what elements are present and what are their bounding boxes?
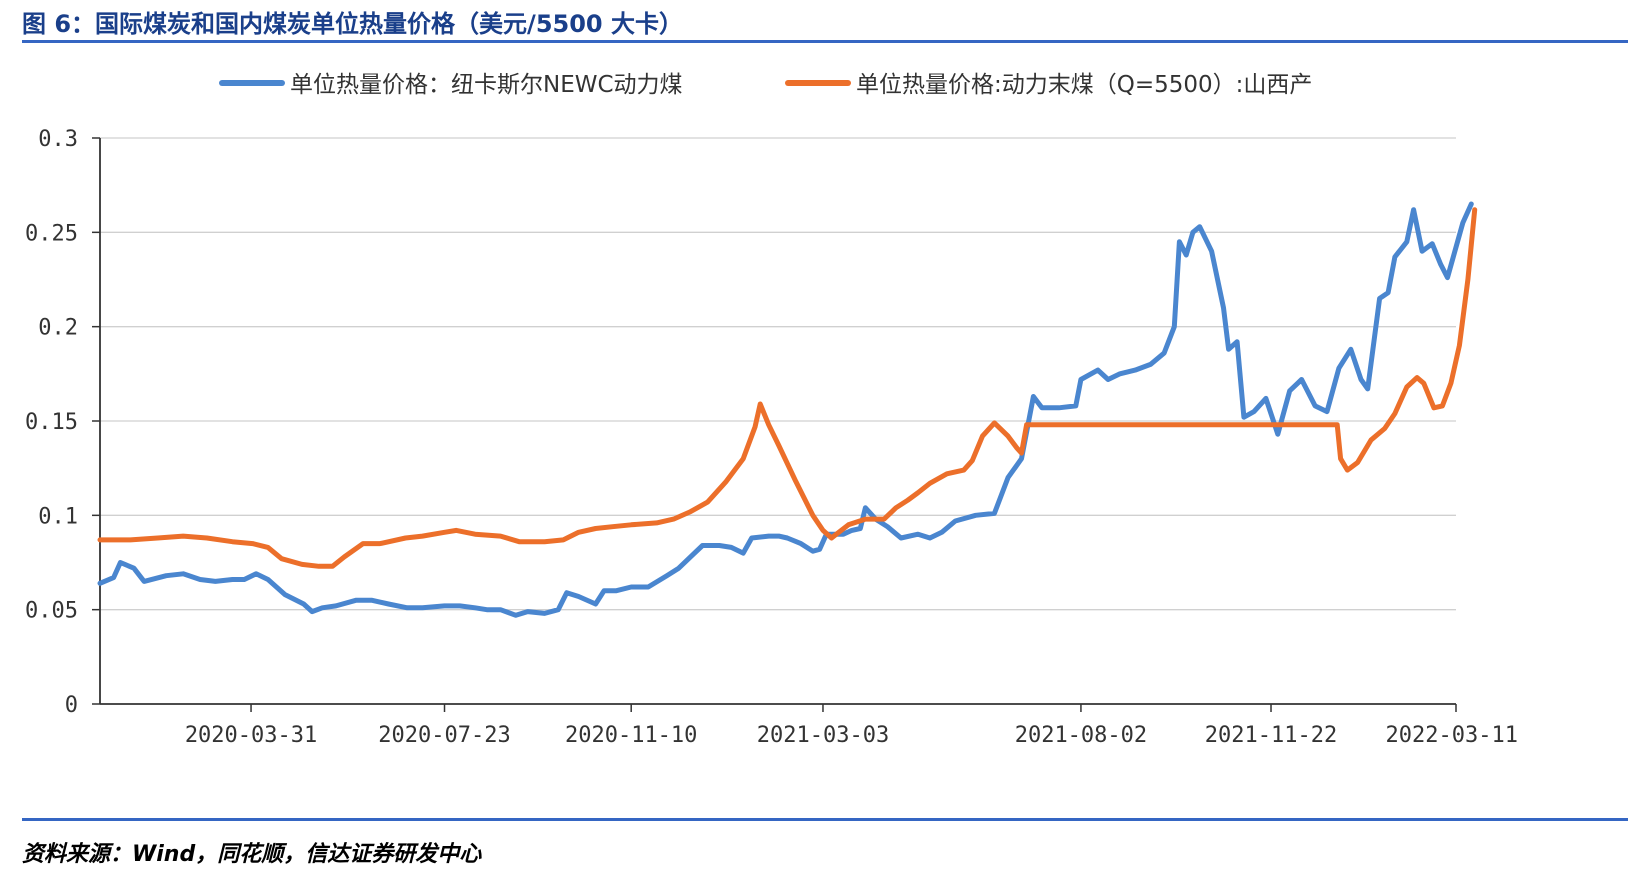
source-rule — [22, 818, 1628, 821]
axes — [92, 137, 1457, 712]
x-tick-label: 2020-07-23 — [378, 723, 510, 748]
grid-lines — [100, 137, 1456, 611]
title-rule — [22, 40, 1628, 43]
y-axis-ticks: 0 0.05 0.1 0.15 0.2 0.25 0.3 — [25, 127, 78, 718]
y-tick-label: 0.25 — [25, 221, 78, 246]
y-tick-label: 0.3 — [38, 127, 78, 152]
legend: 单位热量价格：纽卡斯尔NEWC动力煤 单位热量价格:动力末煤（Q=5500）:山西… — [219, 72, 1312, 98]
y-tick-label: 0 — [65, 693, 78, 718]
source-note: 资料来源：Wind，同花顺，信达证券研发中心 — [22, 842, 482, 867]
series-line-1 — [97, 201, 1474, 618]
legend-label-2: 单位热量价格:动力末煤（Q=5500）:山西产 — [856, 72, 1312, 98]
series-line-2 — [97, 207, 1478, 569]
legend-label-1: 单位热量价格：纽卡斯尔NEWC动力煤 — [290, 72, 683, 98]
x-tick-label: 2021-03-03 — [757, 723, 889, 748]
x-tick-label: 2021-11-22 — [1205, 723, 1337, 748]
y-tick-label: 0.2 — [38, 316, 78, 341]
y-tick-label: 0.05 — [25, 599, 78, 624]
x-tick-label: 2020-11-10 — [565, 723, 697, 748]
line-chart: 0 0.05 0.1 0.15 0.2 0.25 0.3 2020-03-31 2020-07… — [25, 72, 1518, 748]
y-tick-label: 0.15 — [25, 410, 78, 435]
x-tick-label: 2021-08-02 — [1015, 723, 1147, 748]
x-axis-ticks: 2020-03-31 2020-07-23 2020-11-10 2021-03-03… — [185, 723, 1518, 748]
x-tick-label: 2020-03-31 — [185, 723, 317, 748]
x-tick-label: 2022-03-11 — [1386, 723, 1518, 748]
figure-title: 图 6：国际煤炭和国内煤炭单位热量价格（美元/5500 大卡） — [22, 10, 683, 38]
series-lines — [97, 201, 1478, 618]
y-tick-label: 0.1 — [38, 504, 78, 529]
